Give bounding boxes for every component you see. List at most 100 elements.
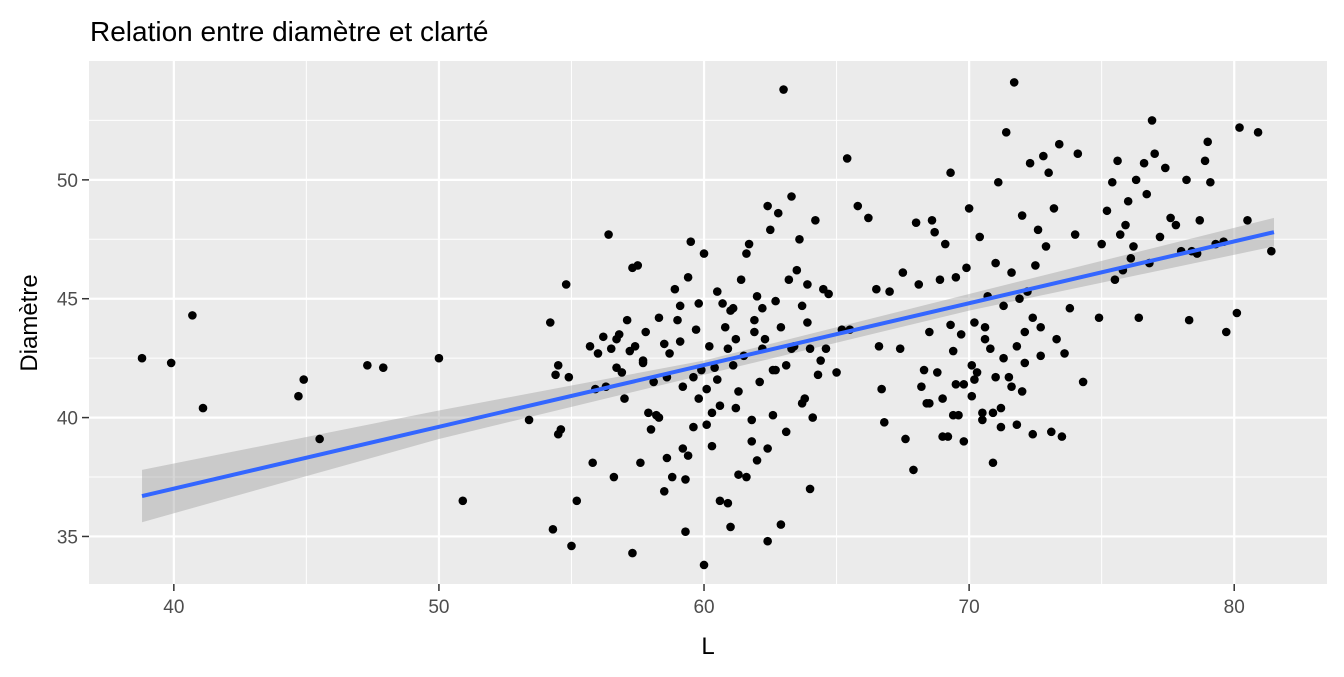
data-point xyxy=(1015,294,1024,304)
data-point xyxy=(585,341,595,351)
data-point xyxy=(638,358,648,368)
data-point xyxy=(824,289,833,299)
data-point xyxy=(734,387,743,396)
data-point xyxy=(1031,261,1040,270)
data-point xyxy=(720,322,730,332)
data-point xyxy=(606,344,616,353)
data-point xyxy=(795,234,804,244)
y-axis: 35 40 45 50 xyxy=(57,171,89,548)
data-point xyxy=(776,520,786,529)
data-point xyxy=(742,249,751,258)
data-point xyxy=(1147,116,1157,125)
data-point xyxy=(1243,215,1252,225)
data-point xyxy=(681,527,690,536)
data-point xyxy=(964,204,974,213)
x-tick-label: 60 xyxy=(693,597,714,618)
data-point xyxy=(885,287,894,296)
data-point xyxy=(933,368,942,377)
data-point xyxy=(659,339,669,349)
data-point xyxy=(980,322,990,332)
data-point xyxy=(662,453,672,463)
data-point xyxy=(548,525,558,534)
data-point xyxy=(747,415,757,425)
data-point xyxy=(1253,128,1263,137)
data-point xyxy=(1060,349,1069,358)
data-point xyxy=(678,382,688,391)
data-point xyxy=(811,215,820,225)
data-point xyxy=(561,280,571,289)
data-point xyxy=(702,384,711,394)
data-point xyxy=(715,496,725,506)
data-point xyxy=(813,370,823,380)
data-point xyxy=(898,268,908,277)
data-point xyxy=(678,444,688,453)
data-point xyxy=(1012,341,1022,351)
data-point xyxy=(1126,254,1136,263)
data-point xyxy=(667,472,677,482)
data-point xyxy=(938,394,947,403)
data-point xyxy=(986,344,995,353)
y-tick-label: 35 xyxy=(57,527,78,548)
data-point xyxy=(715,401,725,411)
data-point xyxy=(1046,427,1056,437)
data-point xyxy=(1134,313,1144,323)
data-point xyxy=(705,341,714,351)
data-point xyxy=(1041,242,1051,251)
data-point xyxy=(832,368,841,377)
data-point xyxy=(821,344,831,353)
data-point xyxy=(803,280,812,289)
data-point xyxy=(956,330,966,339)
x-tick-label: 50 xyxy=(428,597,449,618)
data-point xyxy=(993,177,1003,187)
data-point xyxy=(315,434,324,444)
data-point xyxy=(683,451,693,460)
data-point xyxy=(1036,322,1045,332)
data-point xyxy=(694,299,704,308)
data-point xyxy=(458,496,468,506)
data-point xyxy=(1097,239,1106,249)
data-point xyxy=(1206,177,1215,187)
data-point xyxy=(938,432,947,441)
data-point xyxy=(675,337,685,346)
data-point xyxy=(712,375,722,384)
data-point xyxy=(553,360,563,370)
data-point xyxy=(1044,168,1053,178)
data-point xyxy=(1102,206,1112,216)
data-point xyxy=(1009,78,1019,87)
data-point xyxy=(728,303,738,313)
data-point xyxy=(1221,327,1231,337)
data-point xyxy=(999,301,1008,311)
data-point xyxy=(948,410,958,420)
data-point xyxy=(686,237,696,246)
data-point xyxy=(877,384,886,394)
data-point xyxy=(771,296,780,306)
data-point xyxy=(752,456,762,465)
data-point xyxy=(972,368,982,377)
data-point xyxy=(808,413,818,422)
data-point xyxy=(948,346,958,356)
data-point xyxy=(747,437,757,446)
data-point xyxy=(545,318,555,327)
x-axis-title: L xyxy=(701,633,714,660)
data-point xyxy=(1017,211,1027,220)
data-point xyxy=(763,201,772,211)
data-point xyxy=(1070,230,1080,239)
data-point xyxy=(1039,151,1048,161)
data-point xyxy=(951,273,961,282)
data-point xyxy=(927,215,937,225)
data-point xyxy=(872,284,881,294)
data-point xyxy=(975,232,985,242)
data-point xyxy=(999,353,1008,363)
data-point xyxy=(1171,220,1181,230)
data-point xyxy=(675,301,685,311)
data-point xyxy=(970,375,979,384)
data-point xyxy=(641,327,651,337)
data-point xyxy=(1028,313,1038,323)
data-point xyxy=(636,458,645,468)
data-point xyxy=(683,273,693,282)
data-point xyxy=(792,265,802,275)
data-point xyxy=(646,425,656,434)
data-point xyxy=(768,410,778,420)
data-point xyxy=(744,239,754,249)
